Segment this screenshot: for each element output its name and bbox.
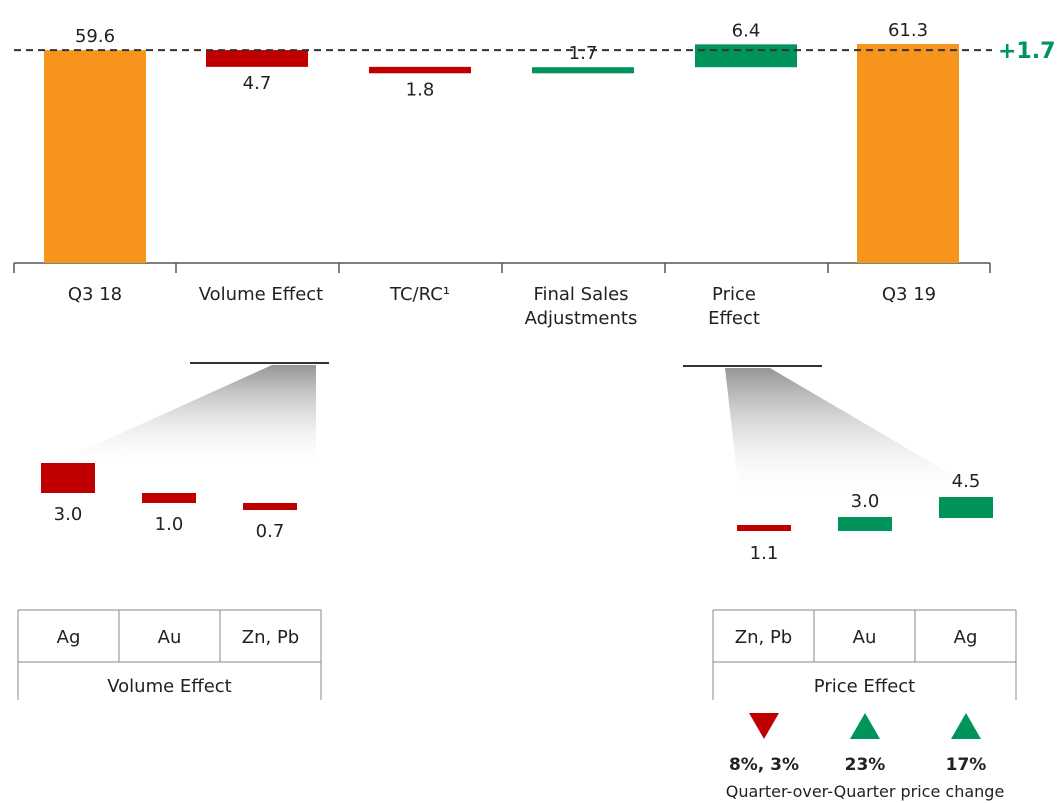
price-effect-bar-zn-pb [737, 525, 791, 531]
bar-tc-rc [369, 66, 471, 74]
price-change-label-ag: 17% [946, 755, 987, 775]
volume-effect-value-label-au: 1.0 [155, 514, 184, 535]
price-effect-bar-ag [939, 497, 993, 518]
category-label-final-sales-adjustments: Final Sales Adjustments [524, 284, 638, 329]
total-change-label: +1.7 [998, 39, 1055, 64]
bar-q3-18 [44, 50, 146, 263]
volume-effect-bar-au [142, 493, 196, 503]
volume-effect-value-label-ag: 3.0 [54, 504, 83, 525]
volume-effect-bar-zn-pb [243, 503, 297, 510]
bar-price-effect [695, 44, 797, 68]
volume-effect-table-cell-ag: Ag [57, 627, 81, 648]
value-label-q3-18: 59.6 [75, 26, 115, 47]
price-effect-table-cell-ag: Ag [954, 627, 978, 648]
volume-effect-table-cell-au: Au [158, 627, 182, 648]
price-change-label-zn-pb: 8%, 3% [729, 755, 799, 775]
category-label-q3-18: Q3 18 [67, 284, 123, 305]
price-effect-value-label-zn-pb: 1.1 [750, 543, 779, 564]
bar-q3-19 [857, 44, 959, 263]
volume-effect-bar-ag [41, 463, 95, 493]
price-effect-bar-au [838, 517, 892, 531]
category-label-volume-effect: Volume Effect [198, 284, 324, 305]
price-effect-table-cell-au: Au [853, 627, 877, 648]
price-change-up-arrow-icon-au [850, 713, 880, 739]
value-label-volume-effect: 4.7 [243, 73, 272, 94]
value-label-q3-19: 61.3 [888, 20, 928, 41]
value-label-price-effect: 6.4 [732, 20, 761, 41]
volume-effect-value-label-zn-pb: 0.7 [256, 521, 285, 542]
price-effect-value-label-au: 3.0 [851, 491, 880, 512]
category-label-tcrc: TC/RC¹ [390, 284, 450, 305]
price-change-up-arrow-icon-ag [951, 713, 981, 739]
category-label-q3-19: Q3 19 [881, 284, 937, 305]
price-effect-table-caption: Price Effect [814, 676, 915, 697]
price-change-caption: Quarter-over-Quarter price change [726, 782, 1005, 801]
price-effect-zoom-wedge [725, 368, 995, 500]
bar-final-sales-adjustments [532, 67, 634, 74]
volume-effect-table-cell-zn-pb: Zn, Pb [242, 627, 299, 648]
category-label-price-effect: Price Effect [708, 284, 760, 329]
value-label-final-sales-adjustments: 1.7 [569, 43, 598, 64]
price-effect-table-cell-zn-pb: Zn, Pb [735, 627, 792, 648]
bar-volume-effect [206, 50, 308, 67]
volume-effect-zoom-wedge [40, 365, 316, 470]
volume-effect-table-caption: Volume Effect [107, 676, 231, 697]
price-change-down-arrow-icon-zn-pb [749, 713, 779, 739]
value-label-tc-rc: 1.8 [406, 79, 435, 100]
price-effect-value-label-ag: 4.5 [952, 471, 981, 492]
price-change-label-au: 23% [845, 755, 886, 775]
